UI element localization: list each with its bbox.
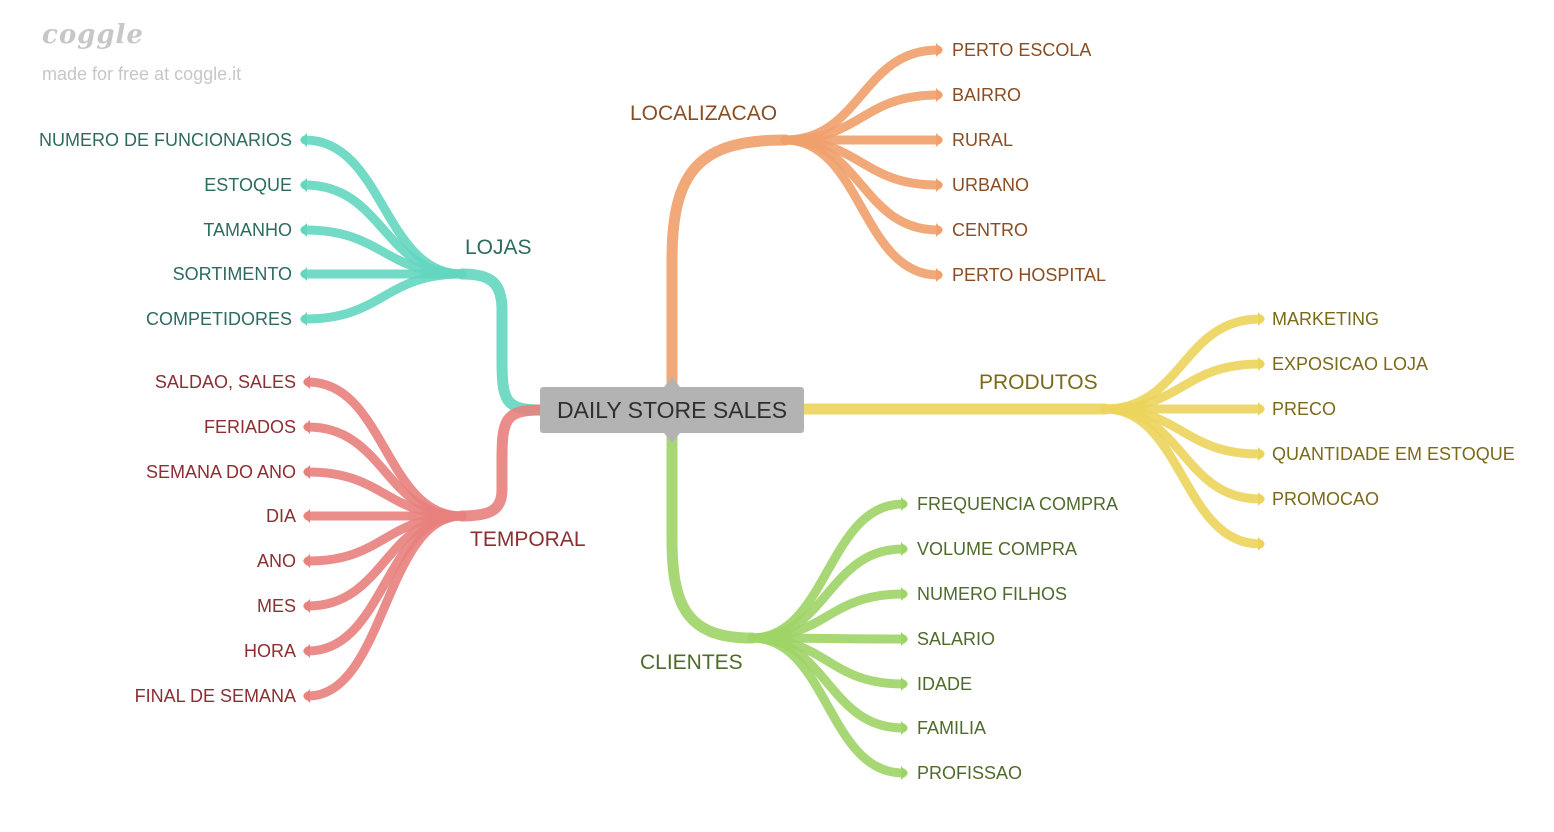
leaf-node[interactable]: VOLUME COMPRA [917, 539, 1078, 559]
branch-connector-lojas [456, 268, 546, 416]
branch-connector-localizacao [666, 134, 791, 393]
child-end-arrow [936, 223, 943, 237]
child-end-arrow [1258, 537, 1265, 551]
root-down-arrow [664, 433, 680, 443]
leaf-node[interactable]: EXPOSICAO LOJA [1272, 354, 1429, 374]
child-end-arrow [1258, 402, 1265, 416]
child-end-arrow [303, 509, 310, 523]
child-end-arrow [303, 689, 310, 703]
leaf-node[interactable]: DIA [265, 506, 296, 526]
child-end-arrow [303, 554, 310, 568]
leaf-node[interactable]: SEMANA DO ANO [145, 462, 296, 482]
leaf-node[interactable]: MARKETING [1272, 309, 1380, 329]
leaf-node[interactable]: QUANTIDADE EM ESTOQUE [1272, 444, 1515, 464]
child-end-arrow [1258, 312, 1265, 326]
leaf-node[interactable]: FREQUENCIA COMPRA [917, 494, 1119, 514]
child-end-arrow [901, 721, 908, 735]
leaf-node[interactable]: FAMILIA [917, 718, 987, 738]
leaf-node[interactable]: FERIADOS [203, 417, 296, 437]
leaf-node[interactable]: TAMANHO [203, 220, 292, 240]
leaf-node[interactable]: PROMOCAO [1272, 489, 1380, 509]
child-connector [747, 633, 908, 778]
child-end-arrow [936, 88, 943, 102]
leaf-node[interactable]: PRECO [1272, 399, 1337, 419]
child-end-arrow [901, 542, 908, 556]
child-end-arrow [901, 632, 908, 646]
leaf-node[interactable]: URBANO [952, 175, 1030, 195]
child-end-arrow [303, 599, 310, 613]
branch-label-localizacao[interactable]: LOCALIZACAO [630, 102, 778, 125]
child-connector [300, 269, 467, 324]
branch-label-produtos[interactable]: PRODUTOS [979, 371, 1098, 394]
child-end-arrow [300, 133, 307, 147]
branch-label-temporal[interactable]: TEMPORAL [470, 528, 586, 551]
child-end-arrow [303, 420, 310, 434]
child-end-arrow [901, 497, 908, 511]
leaf-node[interactable]: IDADE [917, 674, 973, 694]
leaf-node[interactable]: COMPETIDORES [145, 309, 292, 329]
root-up-arrow [664, 377, 680, 387]
leaf-node[interactable]: PROFISSAO [917, 763, 1023, 783]
leaf-node[interactable]: NUMERO FILHOS [917, 584, 1068, 604]
child-connector [1100, 404, 1265, 549]
leaf-node[interactable]: PERTO ESCOLA [952, 40, 1092, 60]
leaf-node[interactable]: SALARIO [917, 629, 996, 649]
child-end-arrow [303, 644, 310, 658]
leaf-node[interactable]: RURAL [952, 130, 1014, 150]
child-end-arrow [901, 766, 908, 780]
coggle-logo: coggle [42, 20, 144, 50]
child-end-arrow [1258, 492, 1265, 506]
leaf-node[interactable]: NUMERO DE FUNCIONARIOS [38, 130, 292, 150]
leaf-node[interactable]: ESTOQUE [204, 175, 292, 195]
leaf-node[interactable]: BAIRRO [952, 85, 1022, 105]
leaf-node[interactable]: MES [256, 596, 296, 616]
leaf-node[interactable]: FINAL DE SEMANA [134, 686, 296, 706]
child-end-arrow [303, 465, 310, 479]
child-connector [303, 511, 467, 701]
branch-connector-clientes [666, 427, 758, 644]
leaf-node[interactable]: ANO [256, 551, 296, 571]
child-end-arrow [1258, 447, 1265, 461]
child-end-arrow [1258, 357, 1265, 371]
child-connector [780, 135, 943, 280]
leaf-node[interactable]: PERTO HOSPITAL [952, 265, 1107, 285]
leaf-node[interactable]: CENTRO [952, 220, 1028, 240]
child-end-arrow [936, 268, 943, 282]
child-end-arrow [936, 43, 943, 57]
child-end-arrow [936, 133, 943, 147]
leaf-node[interactable]: HORA [243, 641, 296, 661]
leaf-node[interactable]: SALDAO, SALES [154, 372, 296, 392]
child-end-arrow [901, 677, 908, 691]
child-end-arrow [901, 587, 908, 601]
child-end-arrow [300, 267, 307, 281]
root-node[interactable]: DAILY STORE SALES [540, 387, 804, 433]
child-end-arrow [300, 178, 307, 192]
child-end-arrow [300, 312, 307, 326]
leaf-node[interactable]: SORTIMENTO [172, 264, 292, 284]
child-end-arrow [936, 178, 943, 192]
child-end-arrow [300, 223, 307, 237]
made-with-coggle-note: made for free at coggle.it [42, 64, 242, 84]
branch-label-clientes[interactable]: CLIENTES [640, 651, 743, 674]
branch-connector-temporal [456, 404, 546, 522]
child-end-arrow [303, 375, 310, 389]
branch-label-lojas[interactable]: LOJAS [465, 236, 532, 259]
